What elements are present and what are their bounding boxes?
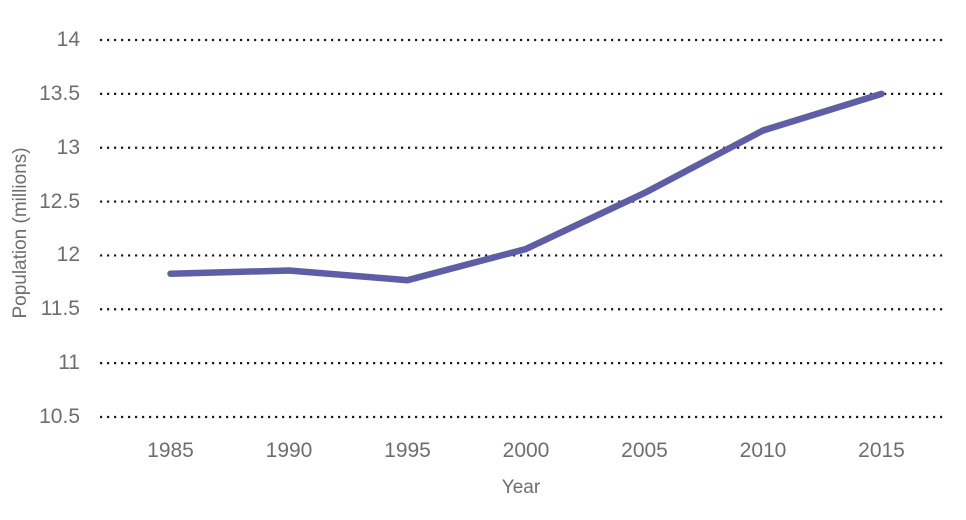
- x-axis-title: Year: [501, 477, 541, 498]
- x-tick-label: 2000: [502, 439, 550, 462]
- y-tick-label: 13: [56, 135, 80, 159]
- y-tick-label: 10.5: [39, 405, 80, 428]
- y-tick-label: 12.5: [39, 189, 80, 213]
- x-tick-label: 2015: [858, 439, 905, 462]
- y-tick-label: 11: [58, 351, 80, 375]
- x-tick-label: 1990: [265, 439, 313, 462]
- population-series-line: [167, 90, 885, 284]
- y-tick-label: 12: [56, 243, 80, 267]
- x-tick-label: 1995: [384, 439, 431, 462]
- y-tick-label: 14: [56, 28, 80, 51]
- x-tick-label: 2010: [739, 439, 787, 462]
- x-tick-label: 1985: [147, 439, 194, 462]
- y-tick-label: 11.5: [40, 297, 80, 321]
- y-tick-label: 13.5: [39, 81, 80, 105]
- x-tick-label: 2005: [621, 439, 668, 462]
